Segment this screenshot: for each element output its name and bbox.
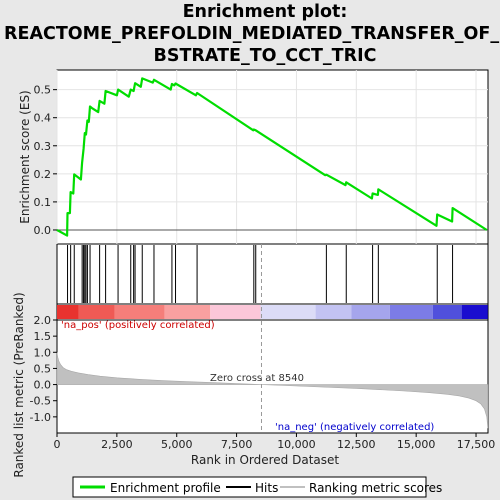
x-axis-label: Rank in Ordered Dataset: [191, 453, 339, 467]
colorbar-segment: [461, 305, 488, 319]
negative-correlation-label: 'na_neg' (negatively correlated): [275, 422, 434, 433]
metric-y-axis: -1.0 -0.5 0.0 0.5 1.0 1.5 2.0: [30, 314, 57, 424]
enrichment-profile: [56, 77, 488, 237]
es-y-tick-label: 0.0: [34, 224, 52, 237]
x-tick-label: 7,500: [221, 438, 253, 451]
legend-enrichment-profile-label: Enrichment profile: [110, 481, 221, 495]
es-y-tick-label: 0.1: [34, 196, 52, 209]
legend-ranking-metric-label: Ranking metric scores: [309, 481, 442, 495]
colorbar-segment: [210, 305, 261, 319]
chart-title: Enrichment plot: REACTOME_PREFOLDIN_MEDI…: [4, 2, 500, 66]
colorbar-segment: [78, 305, 115, 319]
zero-cross-label: Zero cross at 8540: [210, 373, 304, 384]
es-y-tick-label: 0.3: [34, 140, 52, 153]
metric-y-tick-label: -1.0: [30, 411, 51, 424]
metric-y-tick-label: 0.5: [34, 362, 52, 375]
colorbar-segment: [164, 305, 211, 319]
metric-y-tick-label: -0.5: [30, 395, 51, 408]
metric-y-tick-label: 1.5: [34, 330, 52, 343]
legend: Enrichment profile Hits Ranking metric s…: [72, 476, 442, 498]
metric-y-tick-label: 0.0: [34, 379, 52, 392]
x-tick-label: 15,000: [397, 438, 436, 451]
metric-plot-area: [56, 319, 489, 434]
metric-y-tick-label: 1.0: [34, 346, 52, 359]
metric-y-axis-label: Ranked list metric (PreRanked): [12, 292, 26, 477]
x-axis: 0 2,500 5,000 7,500 10,000 12,500 15,000 17,500: [54, 433, 496, 451]
colorbar-segment: [57, 305, 79, 319]
colorbar-segment: [114, 305, 165, 319]
es-y-tick-label: 0.4: [34, 112, 52, 125]
chart-title-line-1: Enrichment plot:: [183, 2, 348, 22]
enrichment-profile-line: [56, 77, 488, 237]
colorbar-segment: [315, 305, 352, 319]
x-tick-label: 10,000: [277, 438, 316, 451]
positive-correlation-label: 'na_pos' (positively correlated): [61, 320, 215, 331]
x-tick-label: 5,000: [161, 438, 193, 451]
es-y-tick-label: 0.2: [34, 168, 52, 181]
legend-hits-label: Hits: [255, 481, 278, 495]
hits-plot-area: [56, 243, 489, 305]
metric-y-tick-label: 2.0: [34, 314, 52, 327]
chart-title-line-3: BSTRATE_TO_CCT_TRIC: [154, 46, 377, 66]
x-tick-label: 2,500: [101, 438, 133, 451]
colorbar-segment: [389, 305, 433, 319]
x-tick-label: 0: [54, 438, 61, 451]
es-y-axis: 0.0 0.1 0.2 0.3 0.4 0.5: [34, 84, 57, 237]
colorbar-segment: [351, 305, 390, 319]
es-y-axis-label: Enrichment score (ES): [18, 90, 32, 223]
es-y-tick-label: 0.5: [34, 84, 52, 97]
colorbar-segment: [260, 305, 316, 319]
hit-markers: [67, 245, 454, 303]
x-tick-label: 12,500: [337, 438, 376, 451]
colorbar-segment: [432, 305, 462, 319]
rank-colorbar: [57, 305, 488, 319]
x-tick-label: 17,500: [457, 438, 496, 451]
chart-title-line-2: REACTOME_PREFOLDIN_MEDIATED_TRANSFER_OF_…: [4, 24, 500, 44]
